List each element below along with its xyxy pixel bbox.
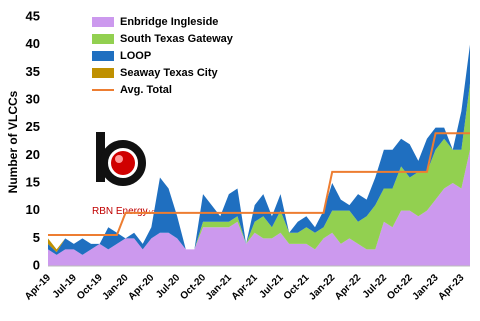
logo: RBN Energy LLC: [92, 132, 156, 217]
y-tick-label: 35: [26, 64, 40, 79]
legend-label: LOOP: [120, 50, 151, 62]
legend-swatch: [92, 68, 114, 78]
logo-bowl: [100, 140, 146, 186]
area: [48, 83, 470, 255]
y-tick-label: 45: [26, 8, 40, 23]
x-tick-label: Jul-22: [361, 272, 390, 301]
x-tick-label: Jan-22: [307, 272, 337, 302]
x-tick-label: Oct-19: [75, 272, 105, 302]
x-tick-label: Jul-20: [154, 272, 183, 301]
legend-label: South Texas Gateway: [120, 33, 234, 45]
line: [48, 132, 470, 237]
y-tick-label: 5: [33, 230, 40, 245]
y-tick-label: 30: [26, 91, 40, 106]
x-tick-label: Jan-21: [204, 272, 234, 302]
y-tick-label: 10: [26, 202, 40, 217]
logo-text: RBN Energy: [92, 206, 148, 217]
plot-area: [48, 44, 470, 266]
y-tick-label: 25: [26, 119, 40, 134]
legend-label: Enbridge Ingleside: [120, 16, 218, 28]
legend: Enbridge Ingleside South Texas Gateway LOO…: [92, 16, 234, 96]
logo-highlight: [115, 155, 123, 163]
x-tick-label: Jan-23: [410, 272, 440, 302]
x-tick-label: Apr-23: [436, 272, 466, 302]
logo-stem: [96, 132, 105, 182]
x-tick-label: Apr-22: [333, 272, 363, 302]
x-tick-label: Jul-19: [51, 272, 80, 301]
legend-swatch: [92, 17, 114, 27]
x-tick-label: Oct-20: [178, 272, 208, 302]
legend-label: Seaway Texas City: [120, 67, 219, 79]
y-axis-label: Number of VLCCs: [6, 90, 20, 193]
x-tick-label: Apr-21: [230, 272, 260, 302]
x-tick-label: Jan-20: [100, 272, 130, 302]
legend-swatch: [92, 51, 114, 61]
logo-ball: [111, 151, 135, 175]
x-tick-label: Apr-19: [23, 272, 53, 302]
y-tick-label: 20: [26, 147, 40, 162]
area: [48, 44, 470, 255]
y-tick-label: 0: [33, 257, 40, 272]
y-tick-label: 15: [26, 174, 40, 189]
y-tick-label: 40: [26, 36, 40, 51]
x-tick-label: Oct-21: [282, 272, 312, 302]
legend-swatch: [92, 34, 114, 44]
x-tick-label: Jul-21: [257, 272, 286, 301]
legend-label: Avg. Total: [120, 84, 172, 96]
x-tick-label: Oct-22: [385, 272, 415, 302]
area: [48, 149, 470, 266]
x-tick-label: Apr-20: [126, 272, 156, 302]
